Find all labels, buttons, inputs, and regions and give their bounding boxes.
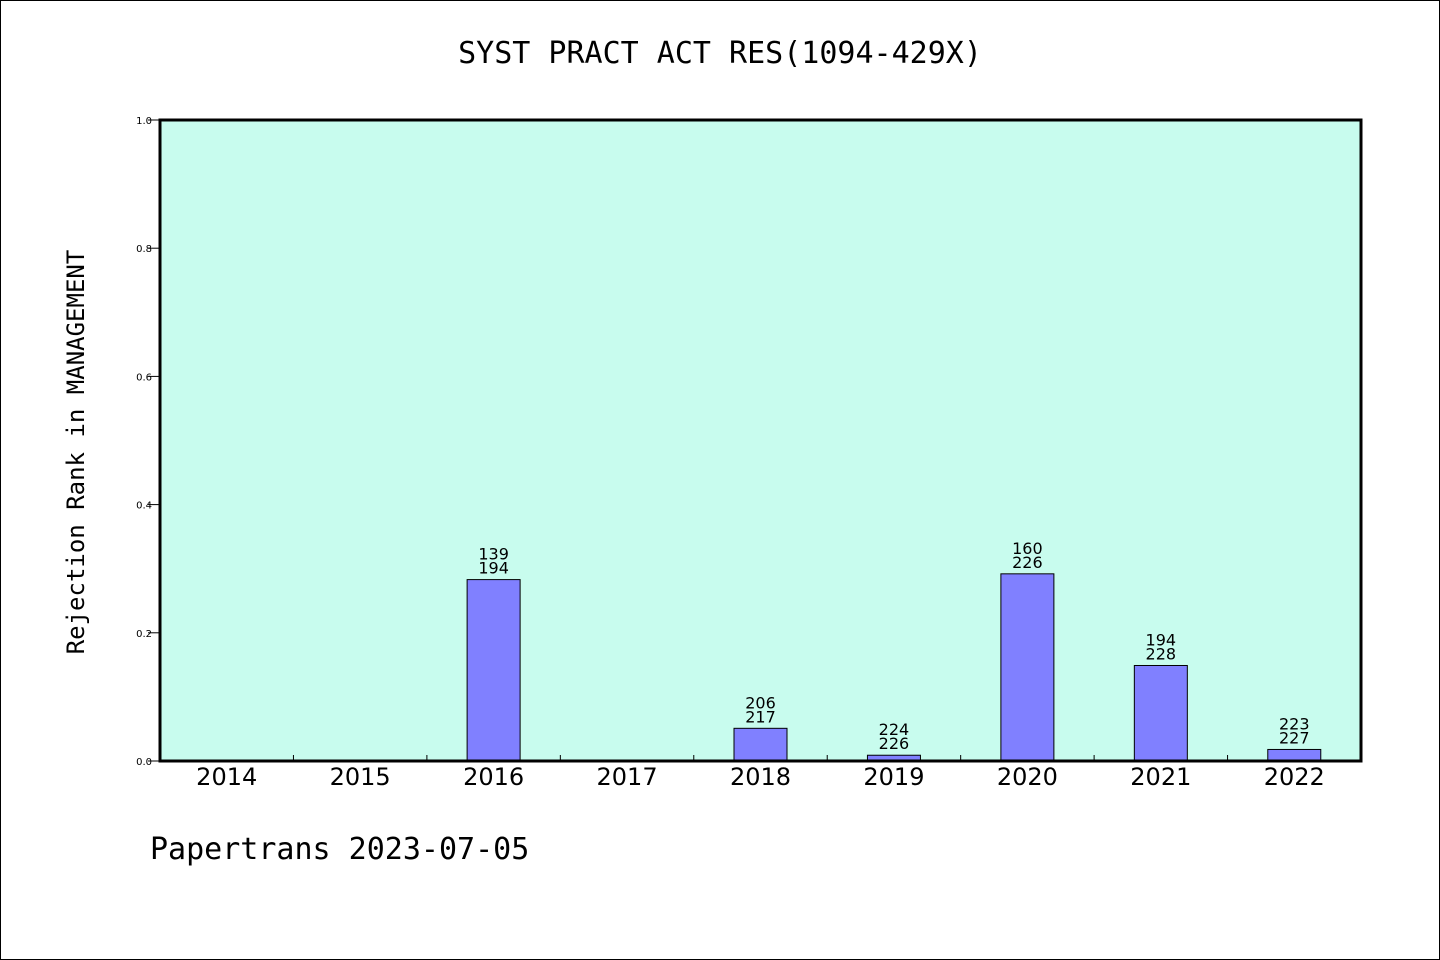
y-tick-label: 0.2: [136, 629, 152, 640]
bar-label: 226: [879, 734, 910, 753]
chart-title: SYST PRACT ACT RES(1094-429X): [458, 36, 982, 71]
bar-label: 228: [1146, 644, 1177, 663]
plot-area: [160, 120, 1361, 761]
bar-label: 223: [1279, 714, 1310, 733]
y-tick-label: 0.8: [136, 244, 152, 255]
y-tick-label: 0.4: [136, 501, 152, 512]
bar-2021: [1133, 664, 1188, 762]
bar-label: 206: [745, 693, 776, 712]
x-tick-label: 2015: [330, 763, 391, 791]
bar-label: 227: [1279, 728, 1310, 747]
x-tick-label: 2014: [196, 763, 257, 791]
x-tick-label: 2021: [1130, 763, 1191, 791]
y-tick-label: 0.6: [136, 372, 152, 383]
bar-2020: [1000, 573, 1055, 762]
bar-2022: [1267, 748, 1322, 762]
bar-label: 194: [1146, 630, 1177, 649]
bar-label: 139: [478, 545, 509, 564]
bar-2016: [466, 579, 521, 762]
x-tick-label: 2016: [463, 763, 524, 791]
x-tick-label: 2017: [597, 763, 658, 791]
x-tick-label: 2022: [1264, 763, 1325, 791]
x-tick-label: 2018: [730, 763, 791, 791]
footer-note: Papertrans 2023-07-05: [150, 832, 530, 867]
x-tick-label: 2019: [863, 763, 924, 791]
bar-2018: [733, 727, 788, 762]
plot-border: [158, 118, 1363, 763]
bar-label: 194: [478, 559, 509, 578]
bar-label: 160: [1012, 539, 1043, 558]
bar-label: 217: [745, 707, 776, 726]
y-tick-label: 0.0: [136, 757, 152, 768]
x-tick-label: 2020: [997, 763, 1058, 791]
bar-label: 226: [1012, 553, 1043, 572]
bar-label: 224: [879, 720, 910, 739]
y-tick-label: 1.0: [136, 116, 152, 127]
